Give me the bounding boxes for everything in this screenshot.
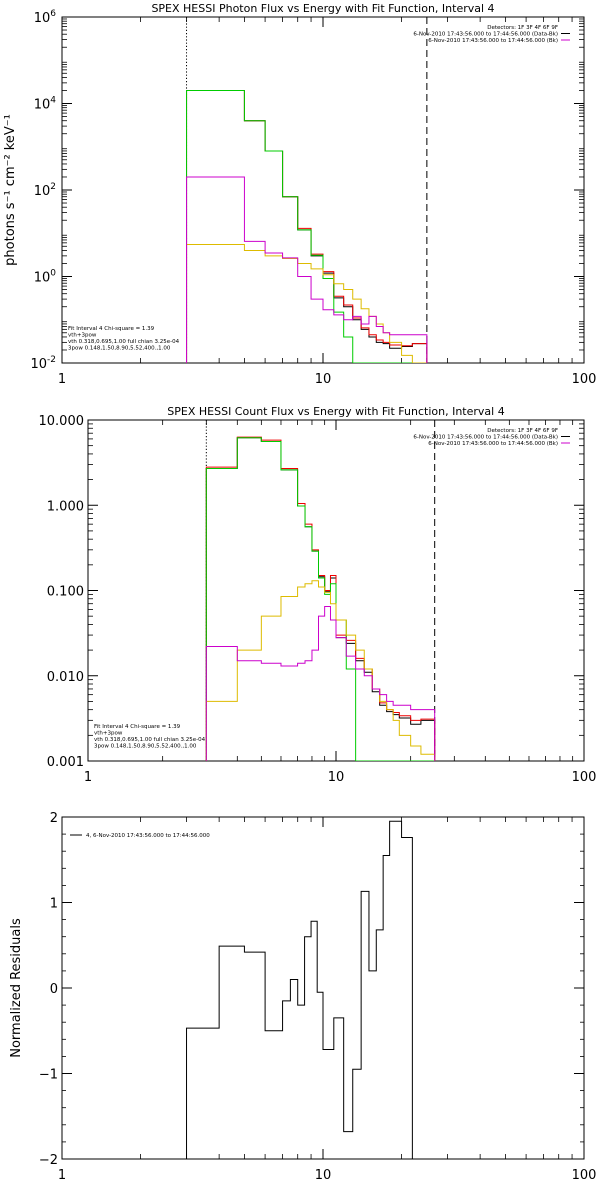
y-tick-label: 0.001	[47, 755, 84, 770]
y-tick-exp: 4	[50, 96, 56, 106]
y-tick-label: 106	[34, 9, 57, 26]
panel-resid: 1 10 100 −2 −1 0 1 2 Normalized Residuals 4, 6-No…	[9, 811, 596, 1183]
legend-top-item: 6-Nov-2010 17:43:56.000 to 17:44:56.000 …	[413, 435, 558, 441]
y-tick-base: 10	[34, 98, 51, 113]
series-line	[186, 89, 428, 363]
y-tick-label: −1	[39, 1068, 58, 1083]
series-line	[186, 176, 428, 363]
series-line	[186, 89, 428, 363]
y-tick-base: 10	[34, 271, 51, 286]
series-line	[205, 437, 435, 761]
y-tick-label: 100	[34, 269, 57, 286]
panel-count: SPEX HESSI Count Flux vs Energy with Fit…	[39, 405, 597, 785]
legend-bottom-item: vth 0.318,0.695,1.00 full chian 3.25e-04	[68, 339, 180, 345]
x-tick-label: 100	[572, 1168, 597, 1183]
y-tick-label: 102	[34, 182, 56, 199]
legend-bottom-item: 3pow 0.148,1.50,8.90,5.52,400.,1.00	[68, 346, 171, 352]
y-axis-label: photons s⁻¹ cm⁻² keV⁻¹	[3, 114, 18, 266]
legend-bottom-item: Fit Interval 4 Chi-square = 1.39	[68, 326, 155, 332]
y-tick-label: 0	[50, 982, 58, 997]
y-tick-label: 104	[34, 96, 57, 113]
legend-bottom-item: 3pow 0.148,1.50,8.90,5.52,400.,1.00	[94, 744, 197, 750]
axes-frame	[61, 16, 585, 364]
y-tick-base: 10	[30, 357, 47, 372]
x-tick-label: 10	[315, 1168, 332, 1183]
series-line	[205, 436, 436, 761]
legend-bottom-item: Fit Interval 4 Chi-square = 1.39	[94, 724, 181, 730]
legend-top-item: Detectors: 1F 3F 4F 6F 9F	[487, 25, 558, 31]
panel-photon: SPEX HESSI Photon Flux vs Energy with Fi…	[3, 2, 596, 387]
series-line	[205, 580, 436, 761]
x-tick-label: 100	[572, 372, 597, 387]
y-tick-label: 10-2	[30, 355, 56, 372]
legend-upper-left-item: 4, 6-Nov-2010 17:43:56.000 to 17:44:56.0…	[86, 833, 210, 839]
x-tick-label: 10	[328, 770, 345, 785]
y-tick-exp: 0	[50, 269, 56, 279]
x-tick-label: 10	[315, 372, 332, 387]
y-tick-label: 1	[50, 897, 58, 912]
y-tick-label: 2	[50, 811, 58, 826]
legend-top-item: Detectors: 1F 3F 4F 6F 9F	[487, 428, 558, 434]
series-line	[205, 605, 436, 761]
y-tick-base: 10	[34, 184, 51, 199]
chart-title: SPEX HESSI Count Flux vs Energy with Fit…	[167, 405, 504, 418]
x-tick-label: 1	[58, 1168, 66, 1183]
y-tick-label: 10.000	[39, 414, 85, 429]
legend-top-item: 6-Nov-2010 17:43:56.000 to 17:44:56.000 …	[428, 38, 558, 44]
y-tick-label: 0.100	[47, 585, 84, 600]
y-axis-label: Normalized Residuals	[9, 918, 24, 1058]
series-line	[205, 437, 436, 761]
x-tick-label: 100	[572, 770, 597, 785]
axes-frame	[61, 816, 585, 1160]
x-tick-label: 1	[84, 770, 92, 785]
y-tick-label: 0.010	[47, 670, 84, 685]
legend-bottom-item: vth 0.318,0.695,1.00 full chian 3.25e-04	[94, 737, 206, 743]
legend-top-item: 6-Nov-2010 17:43:56.000 to 17:44:56.000 …	[413, 32, 558, 38]
chart-title: SPEX HESSI Photon Flux vs Energy with Fi…	[151, 2, 494, 15]
x-tick-label: 1	[58, 372, 66, 387]
y-tick-label: −2	[39, 1153, 58, 1168]
y-tick-label: 1.000	[47, 499, 84, 514]
y-tick-exp: 2	[50, 182, 56, 192]
y-tick-exp: -2	[47, 355, 56, 365]
legend-bottom-item: vth+3pow	[68, 333, 97, 339]
y-tick-exp: 6	[50, 9, 56, 19]
series-line	[186, 820, 413, 1159]
legend-bottom-item: vth+3pow	[94, 731, 123, 737]
y-tick-base: 10	[34, 11, 51, 26]
legend-top-item: 6-Nov-2010 17:43:56.000 to 17:44:56.000 …	[428, 441, 558, 447]
series-line	[186, 89, 427, 363]
